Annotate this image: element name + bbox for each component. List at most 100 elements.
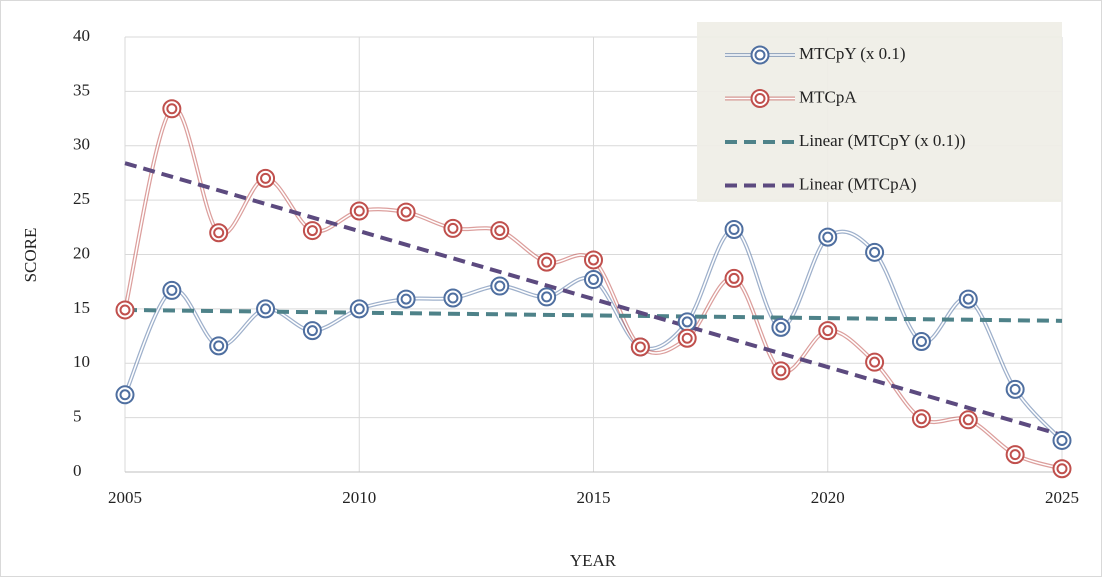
marker-inner (353, 205, 365, 217)
marker-outer (1005, 379, 1025, 399)
marker-inner (447, 292, 459, 304)
marker-inner (166, 103, 178, 115)
marker-inner (681, 332, 693, 344)
marker (1005, 445, 1025, 465)
marker-inner (353, 303, 365, 315)
marker (443, 288, 463, 308)
y-tick-label: 25 (73, 189, 90, 208)
marker-outer (677, 312, 697, 332)
marker-outer (349, 201, 369, 221)
marker-inner (775, 321, 787, 333)
marker (302, 221, 322, 241)
series-line (123, 106, 1063, 471)
marker (209, 336, 229, 356)
marker (724, 219, 744, 239)
marker-outer (209, 223, 229, 243)
marker-inner (400, 293, 412, 305)
marker-outer (818, 321, 838, 341)
x-axis-label: YEAR (570, 551, 617, 570)
marker-outer (818, 227, 838, 247)
marker-outer (537, 252, 557, 272)
marker-inner (119, 389, 131, 401)
marker-outer (537, 287, 557, 307)
x-tick-label: 2020 (811, 488, 845, 507)
marker-outer (1052, 430, 1072, 450)
marker-outer (584, 250, 603, 270)
marker (115, 385, 135, 405)
marker-inner (400, 206, 412, 218)
marker-outer (209, 336, 229, 356)
y-tick-label: 0 (73, 461, 82, 480)
marker (349, 201, 369, 221)
marker-inner (775, 365, 787, 377)
marker-outer (256, 168, 276, 188)
marker-inner (213, 227, 225, 239)
y-tick-label: 10 (73, 352, 90, 371)
y-tick-label: 30 (73, 135, 90, 154)
marker-outer (115, 385, 135, 405)
marker-inner (634, 341, 646, 353)
marker (443, 218, 463, 238)
marker (865, 352, 885, 372)
marker-outer (911, 332, 931, 351)
marker-outer (443, 288, 463, 308)
marker (162, 99, 182, 119)
marker-outer (490, 221, 510, 241)
x-tick-label: 2005 (108, 488, 142, 507)
marker-inner (260, 172, 272, 184)
marker (162, 280, 182, 300)
marker-inner (260, 303, 272, 315)
marker-inner (494, 225, 506, 237)
x-tick-label: 2015 (577, 488, 611, 507)
legend-label: Linear (MTCpA) (799, 174, 917, 193)
marker (724, 268, 744, 288)
marker-inner (306, 325, 318, 337)
marker (958, 289, 978, 309)
marker (537, 252, 557, 272)
legend-marker (750, 89, 770, 108)
marker-outer (256, 299, 276, 319)
marker (490, 276, 510, 296)
marker-outer (958, 289, 978, 309)
y-tick-label: 15 (73, 298, 90, 317)
marker (396, 202, 416, 222)
marker-outer (584, 270, 603, 290)
marker (584, 250, 603, 270)
marker-outer (724, 268, 744, 288)
marker-outer (724, 219, 744, 239)
marker-inner (728, 272, 740, 284)
marker (396, 289, 416, 309)
legend-label: Linear (MTCpY (x 0.1)) (799, 131, 966, 150)
marker-inner (213, 340, 225, 352)
marker-inner (494, 280, 506, 292)
marker-outer (302, 321, 322, 341)
marker (1052, 430, 1072, 450)
marker-outer (349, 299, 369, 319)
marker (209, 223, 229, 243)
marker (911, 332, 931, 351)
marker-inner (962, 293, 974, 305)
line-inner (124, 107, 1063, 470)
marker-outer (771, 361, 791, 381)
marker-inner (588, 254, 599, 266)
marker-outer (162, 280, 182, 300)
legend-label: MTCpA (799, 87, 857, 106)
y-axis-label: SCORE (21, 228, 40, 283)
marker (818, 321, 838, 341)
marker-outer (396, 202, 416, 222)
marker (958, 410, 978, 430)
marker (256, 299, 276, 319)
legend-label: MTCpY (x 0.1) (799, 44, 906, 63)
marker-inner (119, 304, 131, 316)
x-tick-label: 2025 (1045, 488, 1079, 507)
marker-outer (1052, 459, 1072, 479)
marker-outer (115, 300, 135, 320)
marker-outer (490, 276, 510, 296)
marker-inner (588, 274, 599, 286)
marker-outer (396, 289, 416, 309)
marker-outer (958, 410, 978, 430)
y-tick-label: 20 (73, 243, 90, 262)
y-tick-label: 35 (73, 80, 90, 99)
marker (630, 337, 650, 357)
